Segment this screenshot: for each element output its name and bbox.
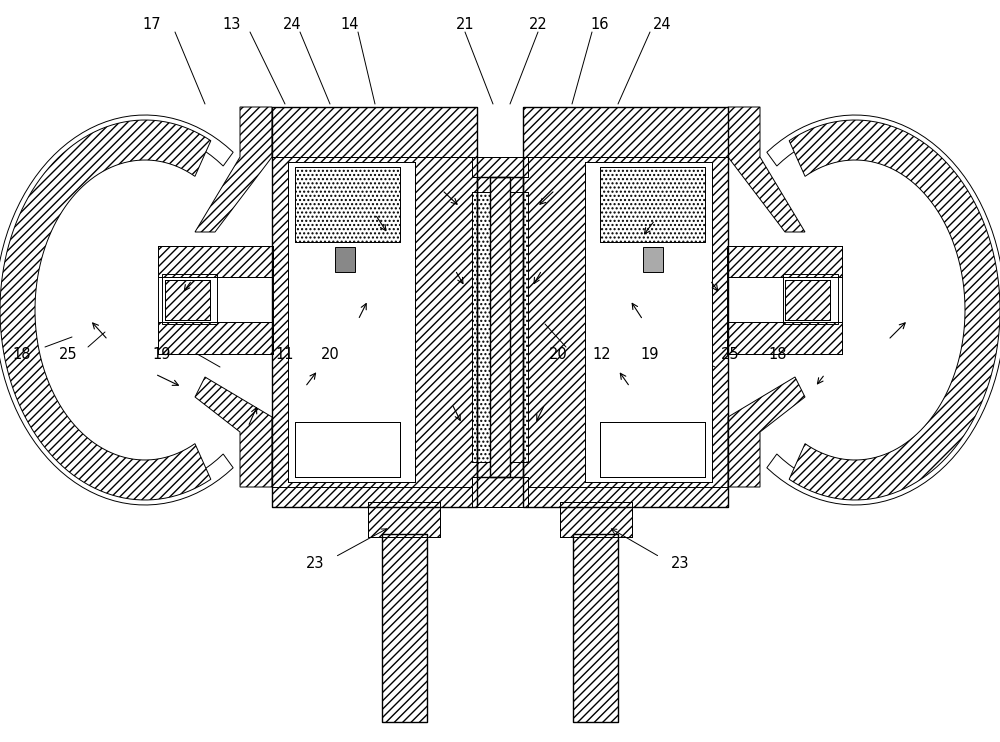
Bar bbox=[490, 177, 523, 477]
Bar bbox=[523, 107, 728, 157]
Bar bbox=[560, 502, 632, 537]
Bar bbox=[472, 192, 490, 462]
Bar bbox=[335, 247, 355, 272]
Text: 25: 25 bbox=[721, 347, 739, 361]
Bar bbox=[510, 192, 528, 462]
Text: 11: 11 bbox=[276, 347, 294, 361]
Bar bbox=[477, 477, 528, 507]
Bar bbox=[472, 157, 523, 177]
Polygon shape bbox=[0, 115, 233, 505]
Bar bbox=[368, 502, 440, 537]
Bar bbox=[472, 192, 490, 462]
Bar bbox=[585, 162, 712, 482]
Bar bbox=[523, 107, 728, 157]
Bar bbox=[490, 177, 523, 477]
Text: 25: 25 bbox=[59, 347, 77, 361]
Bar bbox=[158, 246, 273, 277]
Bar bbox=[727, 246, 842, 277]
Bar bbox=[472, 477, 523, 507]
Text: 18: 18 bbox=[13, 347, 31, 361]
Bar bbox=[272, 107, 477, 507]
Bar bbox=[165, 280, 210, 320]
Bar bbox=[295, 422, 400, 477]
Bar bbox=[477, 157, 528, 177]
Bar bbox=[477, 477, 528, 507]
Text: 16: 16 bbox=[591, 16, 609, 31]
Text: 12: 12 bbox=[593, 347, 611, 361]
Bar bbox=[600, 422, 705, 477]
Polygon shape bbox=[0, 120, 211, 500]
Bar bbox=[510, 192, 528, 462]
Polygon shape bbox=[789, 120, 1000, 500]
Bar bbox=[288, 162, 415, 482]
Bar bbox=[382, 534, 427, 722]
Bar bbox=[158, 246, 273, 277]
Bar bbox=[477, 177, 510, 477]
Text: 19: 19 bbox=[641, 347, 659, 361]
Text: 20: 20 bbox=[549, 347, 567, 361]
Bar bbox=[165, 280, 210, 320]
Bar bbox=[573, 534, 618, 722]
Bar bbox=[295, 167, 400, 242]
Text: 23: 23 bbox=[671, 556, 689, 571]
Bar bbox=[600, 167, 705, 242]
Bar bbox=[477, 177, 510, 477]
Bar bbox=[523, 107, 728, 507]
Text: 18: 18 bbox=[769, 347, 787, 361]
Text: 22: 22 bbox=[529, 16, 547, 31]
Bar bbox=[295, 167, 400, 242]
Bar bbox=[382, 534, 427, 722]
Bar bbox=[783, 274, 838, 324]
Bar bbox=[523, 107, 728, 507]
Polygon shape bbox=[728, 377, 805, 487]
Bar bbox=[785, 280, 830, 320]
Text: 23: 23 bbox=[306, 556, 324, 571]
Polygon shape bbox=[195, 107, 272, 232]
Polygon shape bbox=[728, 107, 805, 232]
Bar bbox=[727, 322, 842, 354]
Bar bbox=[272, 107, 477, 157]
Bar bbox=[288, 162, 415, 482]
Bar bbox=[158, 322, 273, 354]
Text: 17: 17 bbox=[143, 16, 161, 31]
Bar bbox=[472, 477, 523, 507]
Bar bbox=[472, 157, 523, 177]
Bar bbox=[162, 274, 217, 324]
Bar bbox=[727, 246, 842, 354]
Text: 19: 19 bbox=[153, 347, 171, 361]
Text: 13: 13 bbox=[223, 16, 241, 31]
Bar bbox=[600, 167, 705, 242]
Text: 24: 24 bbox=[653, 16, 671, 31]
Bar bbox=[295, 422, 400, 477]
Bar bbox=[272, 107, 477, 507]
Text: 20: 20 bbox=[321, 347, 339, 361]
Bar bbox=[368, 502, 440, 537]
Text: 21: 21 bbox=[456, 16, 474, 31]
Bar bbox=[785, 280, 830, 320]
Bar bbox=[600, 422, 705, 477]
Bar bbox=[560, 502, 632, 537]
Bar bbox=[573, 534, 618, 722]
Bar bbox=[477, 157, 528, 177]
Bar bbox=[585, 162, 712, 482]
Bar bbox=[272, 107, 477, 157]
Bar bbox=[158, 246, 273, 354]
Text: 14: 14 bbox=[341, 16, 359, 31]
Bar bbox=[727, 246, 842, 277]
Bar bbox=[643, 247, 663, 272]
Bar bbox=[158, 322, 273, 354]
Text: 24: 24 bbox=[283, 16, 301, 31]
Polygon shape bbox=[195, 377, 272, 487]
Polygon shape bbox=[41, 168, 183, 453]
Bar bbox=[727, 322, 842, 354]
Polygon shape bbox=[767, 115, 1000, 505]
